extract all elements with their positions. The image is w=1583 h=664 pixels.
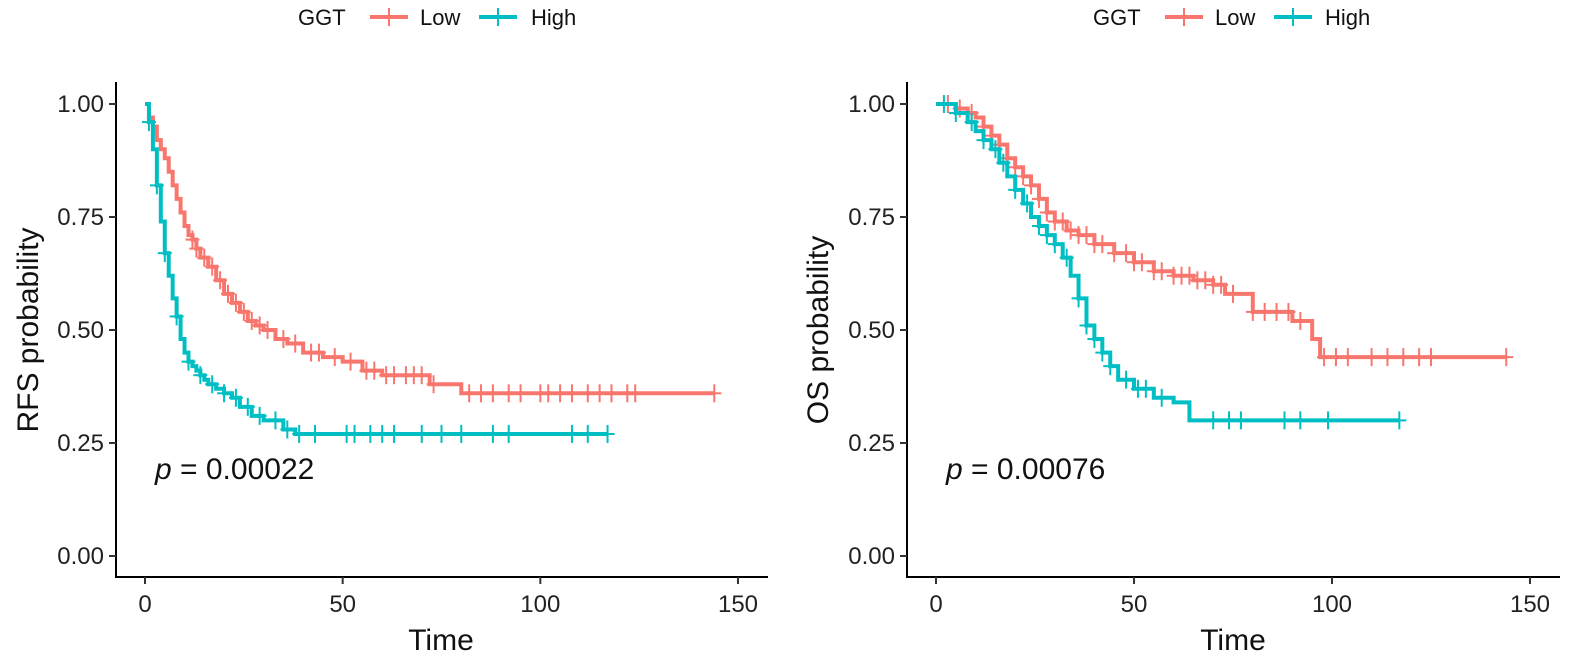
rfs-x-tick-label: 50 — [329, 591, 356, 618]
rfs-y-tick-label: 0.75 — [57, 204, 104, 231]
rfs-x-tick-label: 150 — [718, 591, 758, 618]
rfs-curve-low — [145, 102, 715, 396]
os-y-tick-label: 0.75 — [848, 204, 895, 231]
rfs-curve-high — [145, 102, 608, 436]
rfs-p-value: p = 0.00022 — [154, 453, 314, 486]
os-curve-low — [936, 102, 1507, 360]
os-x-tick-label: 100 — [1312, 591, 1352, 618]
os-y-axis-title: OS probability — [802, 236, 835, 424]
os-y-tick-label: 1.00 — [848, 91, 895, 118]
os-y-tick-label: 0.00 — [848, 543, 895, 570]
os-p-value-italic: p — [945, 453, 963, 486]
rfs-y-tick-label: 0.50 — [57, 317, 104, 344]
os-plot-area: 0.00 0.25 0.50 0.75 1.00 0 50 100 150 — [848, 82, 1560, 618]
os-x-tick-label: 150 — [1510, 591, 1550, 618]
rfs-panel: GGT Low High 0.00 0.25 0.50 0.75 1.00 0 50 100 1… — [12, 5, 768, 657]
os-x-axis-title: Time — [1200, 624, 1266, 657]
os-y-tick-label: 0.25 — [848, 430, 895, 457]
os-p-value-text: = 0.00076 — [963, 453, 1106, 486]
rfs-y-tick-label: 0.00 — [57, 543, 104, 570]
os-legend: GGT Low High — [1093, 5, 1370, 30]
os-y-tick-label: 0.50 — [848, 317, 895, 344]
os-panel: GGT Low High 0.00 0.25 0.50 0.75 1.00 0 50 100 1… — [802, 5, 1560, 657]
rfs-p-value-italic: p — [154, 453, 172, 486]
os-p-value: p = 0.00076 — [945, 453, 1105, 486]
rfs-x-tick-label: 0 — [138, 591, 151, 618]
os-x-tick-label: 50 — [1121, 591, 1148, 618]
rfs-p-value-text: = 0.00022 — [172, 453, 315, 486]
rfs-legend-label-low: Low — [420, 5, 460, 30]
rfs-y-tick-label: 0.25 — [57, 430, 104, 457]
rfs-legend: GGT Low High — [298, 5, 576, 30]
rfs-y-tick-label: 1.00 — [57, 91, 104, 118]
os-legend-label-high: High — [1325, 5, 1370, 30]
rfs-legend-label-high: High — [531, 5, 576, 30]
os-legend-title: GGT — [1093, 5, 1141, 30]
rfs-y-axis-title: RFS probability — [12, 227, 45, 432]
rfs-legend-title: GGT — [298, 5, 346, 30]
os-x-tick-label: 0 — [929, 591, 942, 618]
rfs-x-axis-title: Time — [408, 624, 474, 657]
rfs-x-tick-label: 100 — [520, 591, 560, 618]
rfs-plot-area: 0.00 0.25 0.50 0.75 1.00 0 50 100 150 — [57, 82, 768, 618]
os-legend-label-low: Low — [1215, 5, 1255, 30]
